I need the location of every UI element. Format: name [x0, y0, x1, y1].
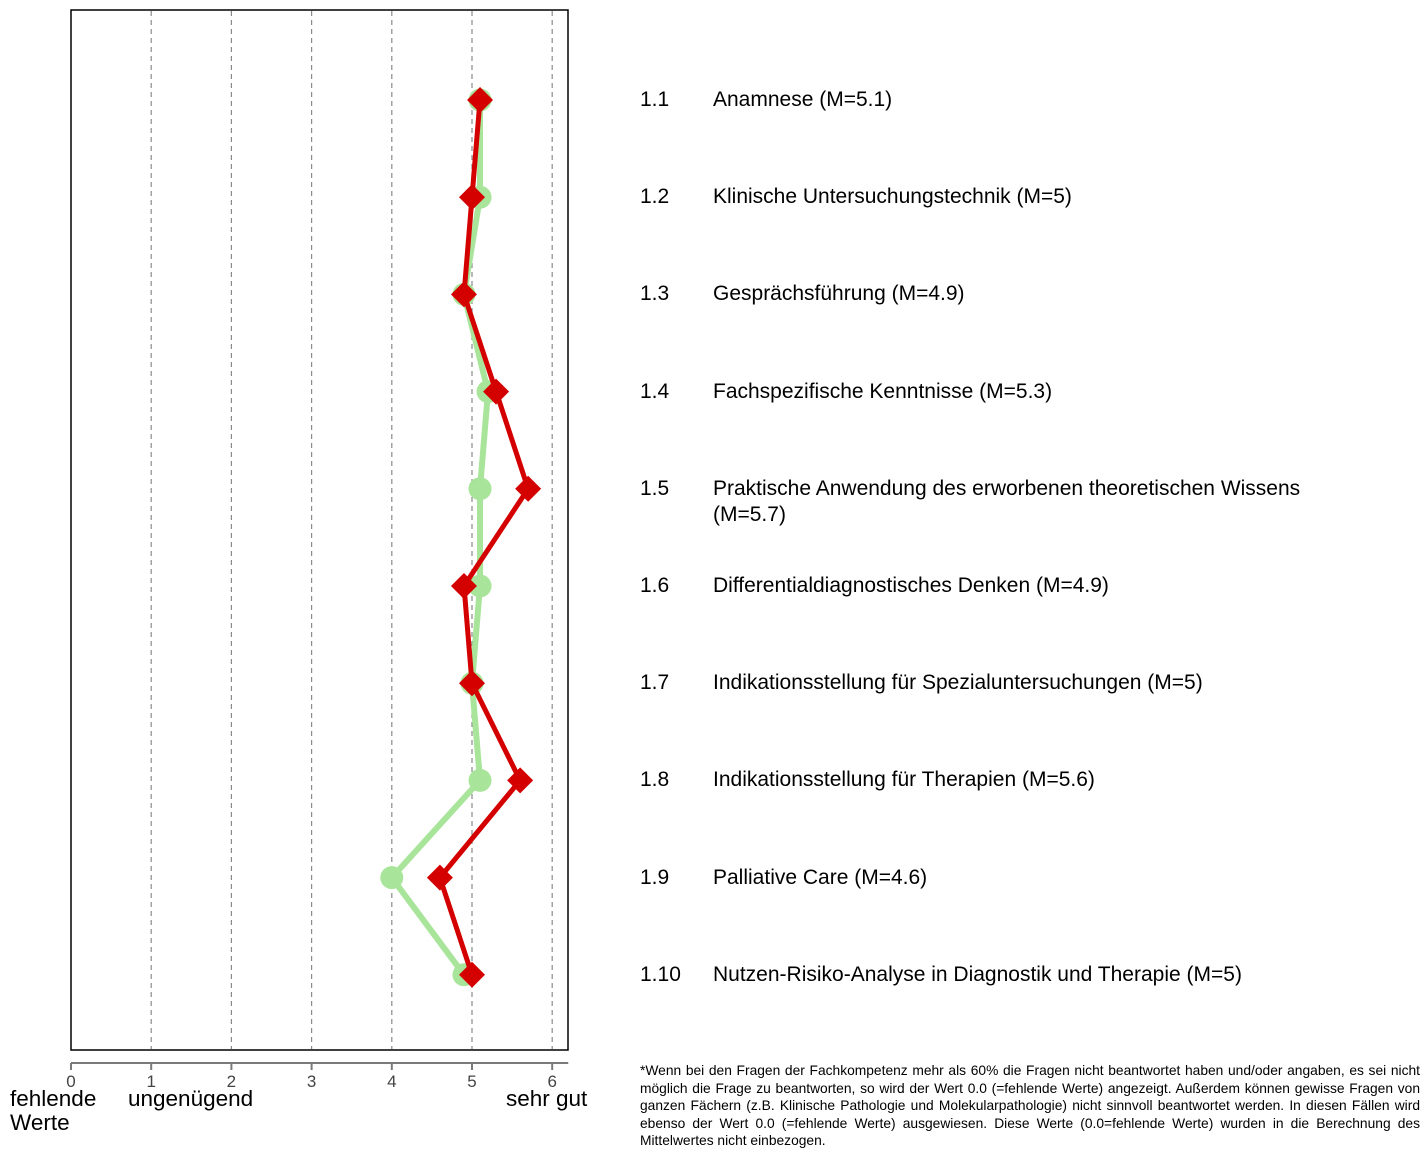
series-line — [437, 99, 531, 976]
x-tick-label: 6 — [547, 1072, 556, 1091]
x-label-missing: fehlende Werte — [10, 1086, 97, 1135]
item-number: 1.7 — [640, 671, 670, 695]
data-point-diamond — [483, 378, 510, 405]
x-label-low: ungenügend — [128, 1086, 254, 1111]
item-label: Palliative Care (M=4.6) — [713, 865, 928, 889]
x-axis: 0 1 2 3 4 5 6 — [66, 1062, 569, 1091]
x-tick-label: 5 — [467, 1072, 476, 1091]
x-tick-label: 1 — [146, 1072, 155, 1091]
data-point-circle — [468, 477, 492, 501]
item-number: 1.4 — [640, 379, 670, 403]
item-label: Klinische Untersuchungstechnik (M=5) — [713, 185, 1072, 209]
data-point-circle — [468, 574, 492, 598]
item-label: Indikationsstellung für Spezialuntersuch… — [713, 671, 1203, 695]
item-number: 1.2 — [640, 185, 670, 209]
item-label: Indikationsstellung für Therapien (M=5.6… — [713, 768, 1095, 792]
data-point-diamond — [450, 573, 477, 599]
data-point-circle — [380, 866, 404, 890]
x-tick-label: 2 — [227, 1072, 236, 1091]
item-label: Fachspezifische Kenntnisse (M=5.3) — [713, 379, 1053, 403]
data-point-diamond — [459, 670, 485, 697]
item-number: 1.9 — [640, 865, 670, 889]
series-layer — [380, 87, 542, 988]
item-number: 1.6 — [640, 574, 670, 597]
data-point-diamond — [426, 864, 453, 891]
x-tick-label: 0 — [66, 1072, 75, 1091]
item-number: 1.3 — [640, 282, 670, 306]
item-number: 1.1 — [640, 88, 670, 111]
data-point-diamond — [450, 281, 477, 308]
item-label: Anamnese (M=5.1) — [713, 88, 893, 111]
series-circle — [380, 88, 500, 987]
data-point-diamond — [459, 184, 485, 211]
series-line — [388, 100, 491, 977]
item-label: Praktische Anwendung des erworbenen theo… — [713, 476, 1301, 526]
x-tick-label: 4 — [387, 1072, 396, 1091]
x-label-high: sehr gut — [506, 1086, 588, 1111]
data-point-diamond — [507, 767, 534, 794]
x-tick-label: 3 — [307, 1072, 316, 1091]
item-label: Nutzen-Risiko-Analyse in Diagnostik und … — [713, 962, 1242, 986]
data-point-diamond — [459, 961, 485, 988]
footnote: *Wenn bei den Fragen der Fachkompetenz m… — [640, 1063, 1420, 1148]
item-number: 1.8 — [640, 768, 670, 792]
item-label: Gesprächsführung (M=4.9) — [713, 282, 965, 306]
series-diamond — [426, 87, 542, 988]
grid-lines — [150, 11, 553, 1049]
data-point-diamond — [467, 87, 494, 113]
data-point-diamond — [515, 475, 542, 502]
item-number: 1.5 — [640, 476, 670, 500]
item-number: 1.10 — [640, 962, 681, 986]
plot-frame — [70, 9, 569, 1051]
item-label: Differentialdiagnostisches Denken (M=4.9… — [713, 574, 1109, 597]
data-point-circle — [468, 768, 492, 792]
